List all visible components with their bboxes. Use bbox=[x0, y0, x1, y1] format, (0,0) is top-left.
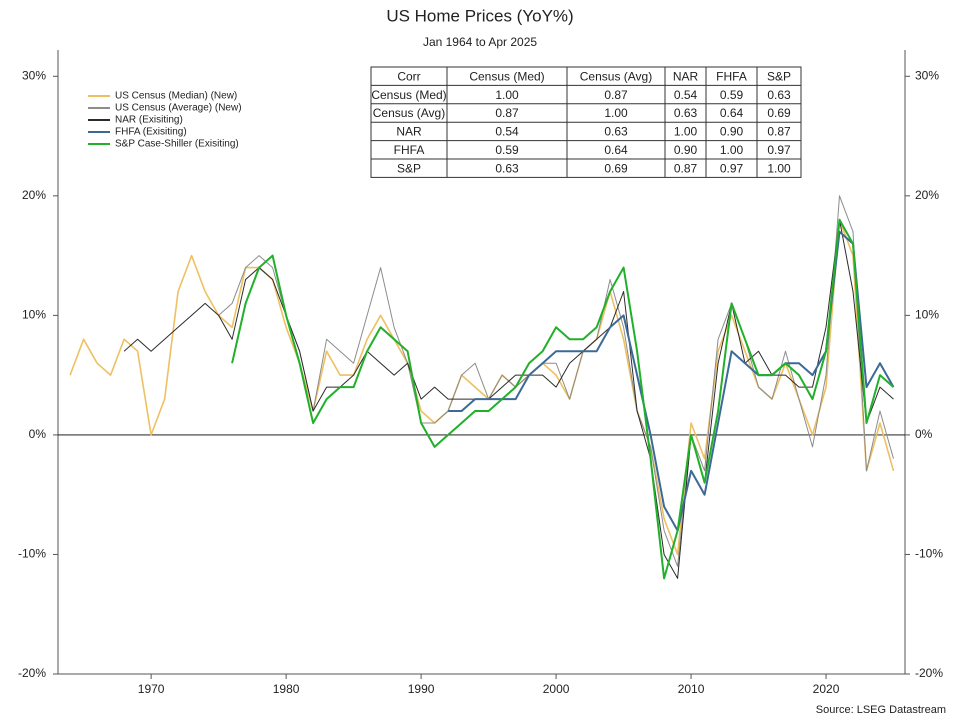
table-cell: FHFA bbox=[394, 143, 425, 157]
chart-subtitle: Jan 1964 to Apr 2025 bbox=[423, 35, 537, 49]
x-tick-label: 2010 bbox=[678, 682, 705, 696]
table-cell: 0.87 bbox=[767, 125, 791, 139]
table-cell: 1.00 bbox=[604, 106, 628, 120]
table-cell: 0.59 bbox=[720, 88, 744, 102]
table-cell: 0.63 bbox=[767, 88, 791, 102]
legend-label: S&P Case-Shiller (Exisiting) bbox=[115, 139, 239, 150]
series-line bbox=[69, 218, 895, 556]
table-cell: 0.63 bbox=[495, 161, 519, 175]
y2-tick-label: 10% bbox=[915, 308, 939, 322]
table-header: FHFA bbox=[716, 69, 747, 83]
table-cell: Census (Med) bbox=[371, 88, 446, 102]
table-cell: 1.00 bbox=[720, 143, 744, 157]
x-tick-label: 2020 bbox=[813, 682, 840, 696]
table-cell: 0.59 bbox=[495, 143, 519, 157]
y2-tick-label: 0% bbox=[915, 427, 933, 441]
table-cell: 0.64 bbox=[720, 106, 744, 120]
table-cell: 0.54 bbox=[495, 125, 519, 139]
y-tick-label: 30% bbox=[22, 68, 46, 82]
legend-label: FHFA (Exisiting) bbox=[115, 127, 187, 138]
table-cell: 0.54 bbox=[674, 88, 698, 102]
series-line bbox=[123, 219, 894, 579]
table-cell: Census (Avg) bbox=[373, 106, 445, 120]
table-header: S&P bbox=[767, 69, 791, 83]
table-header: Corr bbox=[397, 69, 420, 83]
source-note: Source: LSEG Datastream bbox=[816, 704, 946, 716]
y-tick-label: 0% bbox=[29, 427, 47, 441]
table-header: Census (Med) bbox=[469, 69, 544, 83]
table-cell: 0.90 bbox=[674, 143, 698, 157]
table-cell: 0.69 bbox=[767, 106, 791, 120]
y2-tick-label: -10% bbox=[915, 547, 943, 561]
y2-tick-label: 30% bbox=[915, 68, 939, 82]
table-cell: 0.69 bbox=[604, 161, 628, 175]
table-header: NAR bbox=[673, 69, 699, 83]
legend-label: US Census (Median) (New) bbox=[115, 91, 237, 102]
series-line bbox=[448, 230, 895, 532]
y-tick-label: 20% bbox=[22, 188, 46, 202]
table-cell: 0.97 bbox=[720, 161, 744, 175]
y2-tick-label: 20% bbox=[915, 188, 939, 202]
x-tick-label: 1980 bbox=[273, 682, 300, 696]
table-cell: 0.87 bbox=[604, 88, 628, 102]
legend-label: NAR (Exisiting) bbox=[115, 115, 183, 126]
table-cell: 0.87 bbox=[674, 161, 698, 175]
x-tick-label: 1990 bbox=[408, 682, 435, 696]
table-cell: 1.00 bbox=[495, 88, 519, 102]
y-tick-label: 10% bbox=[22, 308, 46, 322]
y-tick-label: -10% bbox=[18, 547, 46, 561]
table-cell: 0.90 bbox=[720, 125, 744, 139]
table-header: Census (Avg) bbox=[580, 69, 652, 83]
table-cell: 0.87 bbox=[495, 106, 519, 120]
legend-label: US Census (Average) (New) bbox=[115, 103, 242, 114]
table-cell: 1.00 bbox=[767, 161, 791, 175]
x-tick-label: 1970 bbox=[138, 682, 165, 696]
y-tick-label: -20% bbox=[18, 666, 46, 680]
table-cell: NAR bbox=[396, 125, 422, 139]
table-cell: 0.63 bbox=[604, 125, 628, 139]
table-cell: 0.63 bbox=[674, 106, 698, 120]
table-cell: 0.64 bbox=[604, 143, 628, 157]
table-cell: 0.97 bbox=[767, 143, 791, 157]
x-tick-label: 2000 bbox=[543, 682, 570, 696]
y2-tick-label: -20% bbox=[915, 666, 943, 680]
chart-title: US Home Prices (YoY%) bbox=[386, 6, 573, 25]
table-cell: S&P bbox=[397, 161, 421, 175]
series-line bbox=[231, 218, 895, 580]
table-cell: 1.00 bbox=[674, 125, 698, 139]
